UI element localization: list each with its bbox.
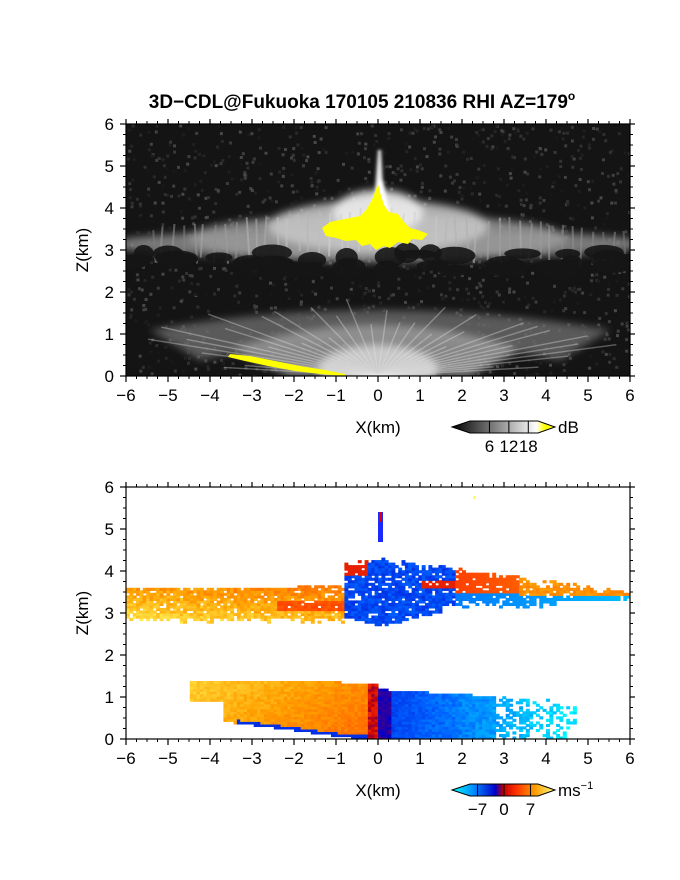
saturated-core [322, 184, 428, 250]
y-tick-label: 0 [105, 730, 114, 749]
colorbar-tick-label: −7 [468, 800, 487, 819]
reflectivity-ylabel: Z(km) [73, 228, 92, 272]
colorbar-tick-label: 7 [526, 800, 535, 819]
reflectivity-colorbar: dB 6 12 18 [450, 418, 579, 456]
colorbar-tick-label: 0 [499, 800, 508, 819]
x-tick-label: 6 [625, 386, 634, 405]
x-tick-label: −2 [284, 749, 303, 768]
velocity-colorbar: ms−1 −7 0 7 [450, 780, 593, 819]
lower-layer-rays [147, 298, 617, 376]
x-tick-label: −5 [158, 386, 177, 405]
reflectivity-xlabel: X(km) [355, 418, 400, 437]
y-tick-label: 3 [105, 604, 114, 623]
x-tick-label: −1 [326, 386, 345, 405]
x-tick-label: −1 [326, 749, 345, 768]
x-tick-label: 3 [499, 386, 508, 405]
x-tick-label: 6 [625, 749, 634, 768]
velocity-xlabel: X(km) [355, 781, 400, 800]
x-tick-label: −3 [242, 386, 261, 405]
reflectivity-axes: −6 −5 −4 −3 −2 −1 0 1 2 3 4 5 6 0 1 2 3 4 5 6 [105, 115, 635, 405]
y-tick-label: 0 [105, 367, 114, 386]
y-tick-label: 2 [105, 646, 114, 665]
y-tick-label: 1 [105, 325, 114, 344]
y-tick-label: 3 [105, 241, 114, 260]
reflectivity-colorbar-unit: dB [558, 418, 579, 437]
y-tick-label: 2 [105, 283, 114, 302]
x-tick-label: −5 [158, 749, 177, 768]
x-tick-label: 1 [415, 386, 424, 405]
lower-layer [150, 310, 610, 376]
y-tick-label: 1 [105, 688, 114, 707]
x-tick-label: −6 [116, 749, 135, 768]
y-tick-label: 5 [105, 157, 114, 176]
x-tick-label: 3 [499, 749, 508, 768]
x-tick-label: −2 [284, 386, 303, 405]
velocity-ylabel: Z(km) [73, 591, 92, 635]
x-tick-label: 5 [583, 386, 592, 405]
reflectivity-field [126, 124, 630, 376]
figure-title-degree: o [568, 89, 575, 103]
x-tick-label: −6 [116, 386, 135, 405]
x-tick-label: 0 [373, 386, 382, 405]
x-tick-label: 1 [415, 749, 424, 768]
velocity-spike [378, 512, 383, 542]
colorbar-tick-label: 18 [519, 437, 538, 456]
velocity-axes: −6 −5 −4 −3 −2 −1 0 1 2 3 4 5 6 0 1 2 3 4 5 6 [105, 478, 635, 768]
x-tick-label: 0 [373, 749, 382, 768]
x-tick-label: −4 [200, 749, 219, 768]
figure-title-main: 3D−CDL@Fukuoka 170105 210836 RHI AZ=179 [149, 92, 568, 113]
velocity-field [126, 496, 630, 739]
lower-cloud-edge [126, 242, 630, 282]
velocity-panel: −6 −5 −4 −3 −2 −1 0 1 2 3 4 5 6 0 1 2 3 4 5 6 X(km) Z(km) m… [73, 478, 635, 819]
x-tick-label: −3 [242, 749, 261, 768]
y-tick-label: 5 [105, 520, 114, 539]
x-tick-label: −4 [200, 386, 219, 405]
x-tick-label: 4 [541, 386, 550, 405]
velocity-colorbar-unit: ms−1 [558, 780, 593, 800]
x-tick-label: 4 [541, 749, 550, 768]
colorbar-tick-label: 12 [499, 437, 518, 456]
y-tick-label: 4 [105, 562, 114, 581]
figure-title: 3D−CDL@Fukuoka 170105 210836 RHI AZ=179o [149, 89, 576, 113]
y-tick-label: 6 [105, 478, 114, 497]
x-tick-label: 5 [583, 749, 592, 768]
x-tick-label: 2 [457, 749, 466, 768]
colorbar-tick-label: 6 [485, 437, 494, 456]
surface-strip [228, 354, 345, 376]
y-tick-label: 6 [105, 115, 114, 134]
y-tick-label: 4 [105, 199, 114, 218]
x-tick-label: 2 [457, 386, 466, 405]
